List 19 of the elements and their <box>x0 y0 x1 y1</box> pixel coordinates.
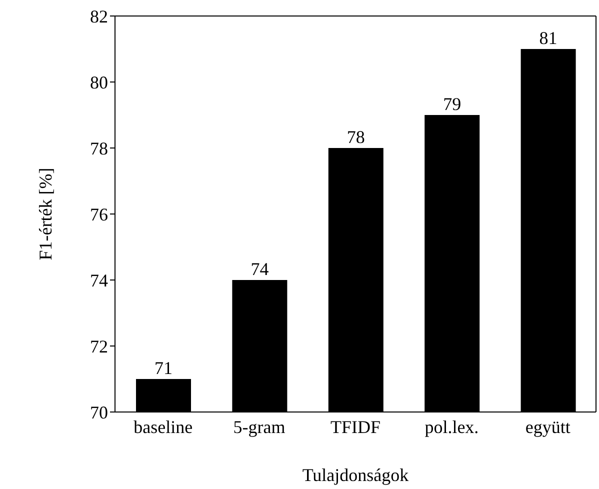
x-tick-label: baseline <box>134 416 193 437</box>
y-tick-label: 70 <box>90 402 108 422</box>
y-axis-title: F1-érték [%] <box>35 168 56 260</box>
data-label: 78 <box>346 127 365 147</box>
y-tick-label: 72 <box>90 336 108 356</box>
data-label: 71 <box>154 358 172 378</box>
y-tick-label: 76 <box>90 204 108 224</box>
y-tick-label: 78 <box>90 138 108 158</box>
x-tick-label: pol.lex. <box>424 416 479 437</box>
y-tick-label: 80 <box>90 72 108 92</box>
data-label: 74 <box>250 259 269 279</box>
x-axis-title: Tulajdonságok <box>302 465 409 485</box>
x-tick-label: TFIDF <box>330 416 381 437</box>
y-tick-label: 74 <box>90 270 108 290</box>
y-tick-label: 82 <box>90 6 108 26</box>
data-label: 79 <box>443 94 462 114</box>
x-tick-label: 5-gram <box>233 416 286 437</box>
data-label: 81 <box>539 28 558 48</box>
x-tick-label: együtt <box>525 416 570 437</box>
